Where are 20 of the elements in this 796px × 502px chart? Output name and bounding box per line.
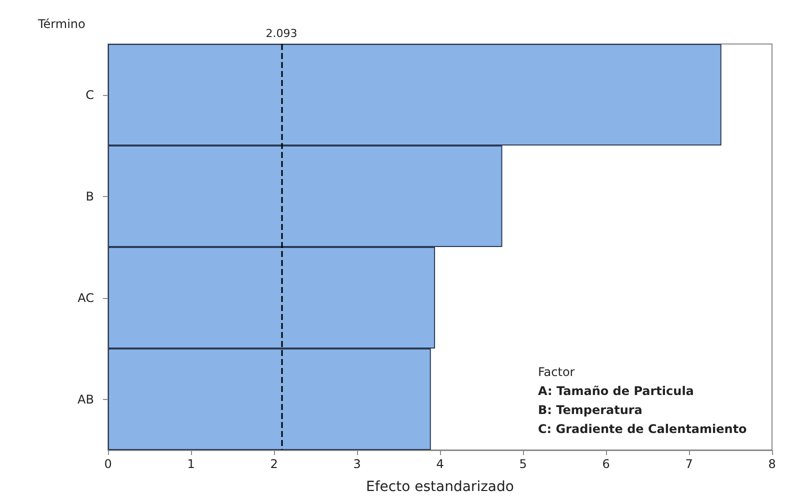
annotation: B: Temperatura — [538, 403, 642, 417]
x-tick-label: 8 — [768, 457, 776, 471]
x-tick-label: 7 — [685, 457, 693, 471]
annotation: A: Tamaño de Particula — [538, 384, 694, 398]
x-tick-label: 2 — [270, 457, 278, 471]
y-tick-label: AB — [78, 392, 94, 406]
y-axis-title: Término — [37, 17, 86, 31]
annotation: Factor — [538, 365, 575, 379]
x-tick-label: 6 — [602, 457, 610, 471]
x-tick-label: 3 — [353, 457, 361, 471]
x-tick-label: 5 — [519, 457, 527, 471]
y-tick-label: AC — [78, 290, 94, 305]
x-tick-label: 1 — [187, 457, 195, 471]
x-axis-title: Efecto estandarizado — [366, 479, 514, 495]
y-tick-label: C — [86, 88, 94, 102]
x-tick-label: 4 — [436, 457, 444, 471]
annotation: C: Gradiente de Calentamiento — [538, 422, 747, 436]
x-tick-label: 0 — [104, 457, 112, 471]
ref-line-label: 2.093 — [266, 27, 298, 40]
y-tick-label: B — [86, 189, 94, 204]
